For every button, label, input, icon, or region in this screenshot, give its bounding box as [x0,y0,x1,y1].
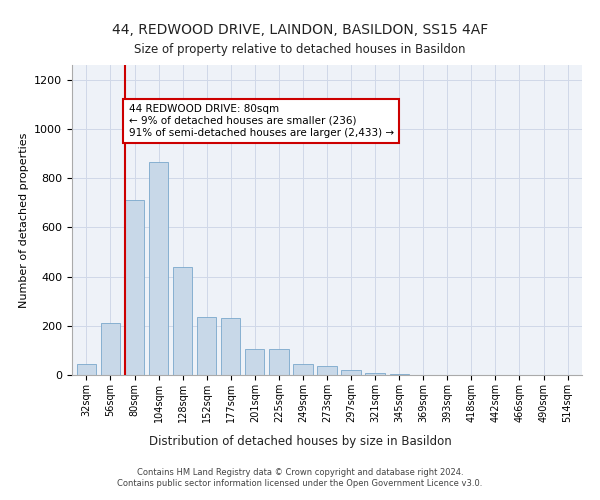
Text: 44 REDWOOD DRIVE: 80sqm
← 9% of detached houses are smaller (236)
91% of semi-de: 44 REDWOOD DRIVE: 80sqm ← 9% of detached… [128,104,394,138]
Text: Contains HM Land Registry data © Crown copyright and database right 2024.
Contai: Contains HM Land Registry data © Crown c… [118,468,482,487]
Bar [77,364,96,375]
Text: Size of property relative to detached houses in Basildon: Size of property relative to detached ho… [134,42,466,56]
Bar [173,266,192,375]
Bar [197,317,217,375]
Bar [341,370,361,375]
Bar [269,349,289,375]
Text: 44, REDWOOD DRIVE, LAINDON, BASILDON, SS15 4AF: 44, REDWOOD DRIVE, LAINDON, BASILDON, SS… [112,22,488,36]
Bar [149,162,168,375]
Y-axis label: Number of detached properties: Number of detached properties [19,132,29,308]
Text: Distribution of detached houses by size in Basildon: Distribution of detached houses by size … [149,435,451,448]
Bar [101,324,120,375]
Bar [389,374,409,375]
Bar [317,366,337,375]
Bar [293,364,313,375]
Bar [125,200,144,375]
Bar [245,349,265,375]
Bar [221,318,241,375]
Bar [365,372,385,375]
